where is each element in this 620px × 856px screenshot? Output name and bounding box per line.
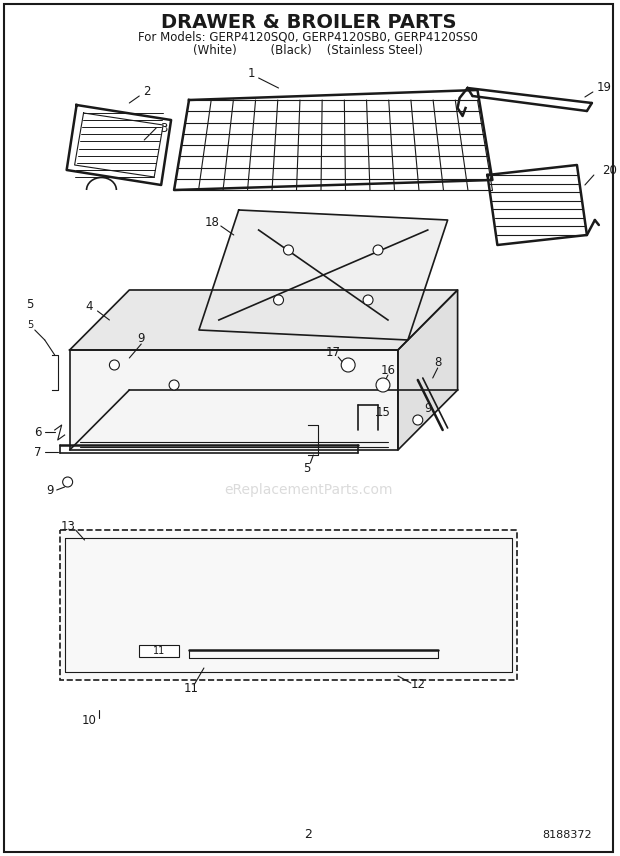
Bar <box>60 530 517 680</box>
Text: 4: 4 <box>86 300 93 312</box>
Text: 5: 5 <box>27 320 33 330</box>
Text: 5: 5 <box>26 299 33 312</box>
Text: For Models: GERP4120SQ0, GERP4120SB0, GERP4120SS0: For Models: GERP4120SQ0, GERP4120SB0, GE… <box>138 31 478 44</box>
Polygon shape <box>69 290 458 350</box>
Text: 8188372: 8188372 <box>542 830 592 840</box>
Text: 9: 9 <box>138 331 145 344</box>
Circle shape <box>373 245 383 255</box>
Polygon shape <box>199 210 448 340</box>
Circle shape <box>413 415 423 425</box>
Text: 3: 3 <box>161 122 168 134</box>
Polygon shape <box>69 350 398 450</box>
Circle shape <box>376 378 390 392</box>
Text: 18: 18 <box>205 216 219 229</box>
Text: 11: 11 <box>184 681 198 694</box>
Text: 11: 11 <box>153 646 166 656</box>
Text: 8: 8 <box>434 355 441 368</box>
Text: 2: 2 <box>143 85 151 98</box>
Circle shape <box>169 380 179 390</box>
Text: 6: 6 <box>34 425 42 438</box>
Text: 9: 9 <box>424 401 432 414</box>
Bar <box>140 645 179 657</box>
Text: 19: 19 <box>597 80 612 93</box>
Text: 17: 17 <box>326 346 341 359</box>
Text: 13: 13 <box>60 520 75 533</box>
Text: 2: 2 <box>304 829 312 841</box>
Text: 7: 7 <box>34 445 42 459</box>
Circle shape <box>273 295 283 305</box>
Text: 5: 5 <box>303 461 310 474</box>
Text: (White)         (Black)    (Stainless Steel): (White) (Black) (Stainless Steel) <box>193 44 423 56</box>
Text: 20: 20 <box>602 163 617 176</box>
Text: eReplacementParts.com: eReplacementParts.com <box>224 483 392 497</box>
Circle shape <box>109 360 120 370</box>
Circle shape <box>63 477 73 487</box>
Text: 15: 15 <box>376 406 391 419</box>
Circle shape <box>363 295 373 305</box>
Text: 9: 9 <box>46 484 53 496</box>
Circle shape <box>341 358 355 372</box>
Circle shape <box>283 245 293 255</box>
Text: 10: 10 <box>82 714 97 727</box>
Polygon shape <box>398 290 458 450</box>
Text: 16: 16 <box>381 364 396 377</box>
Text: 12: 12 <box>410 679 425 692</box>
Text: DRAWER & BROILER PARTS: DRAWER & BROILER PARTS <box>161 13 456 32</box>
Text: 1: 1 <box>248 67 255 80</box>
